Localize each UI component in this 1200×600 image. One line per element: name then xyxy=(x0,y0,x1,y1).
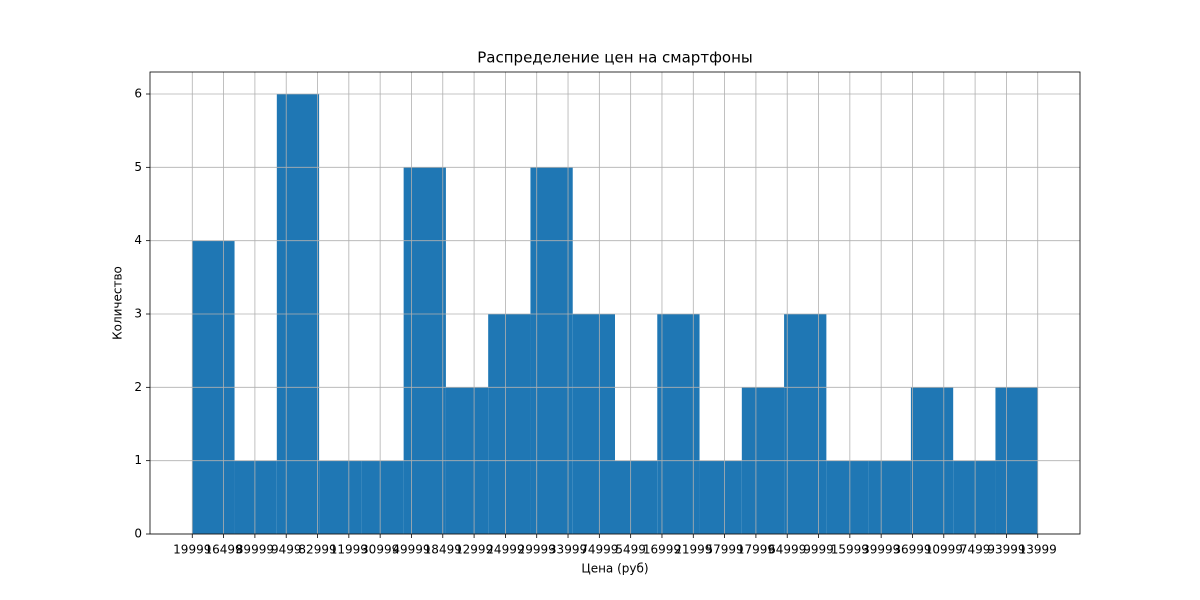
x-tick-label: 64999 xyxy=(768,543,806,557)
chart-title: Распределение цен на смартфоны xyxy=(477,49,752,67)
plot-frame xyxy=(149,71,1081,535)
bar xyxy=(826,460,869,534)
y-tick-label: 4 xyxy=(134,233,142,247)
x-tick-label: 5499 xyxy=(615,543,646,557)
bar xyxy=(784,314,827,534)
x-tick-label: 89999 xyxy=(236,543,274,557)
x-tick-label: 15999 xyxy=(831,543,869,557)
x-tick-label: 13999 xyxy=(1019,543,1057,557)
bar xyxy=(488,314,531,534)
y-tick-label: 2 xyxy=(134,380,142,394)
x-tick-label: 93999 xyxy=(987,543,1025,557)
x-tick-label: 16499 xyxy=(204,543,242,557)
x-tick-label: 12999 xyxy=(455,543,493,557)
x-tick-label: 18499 xyxy=(424,543,462,557)
y-tick-label: 6 xyxy=(134,87,142,101)
x-tick-label: 16999 xyxy=(643,543,681,557)
x-tick-label: 21999 xyxy=(674,543,712,557)
x-tick-label: 17999 xyxy=(737,543,775,557)
x-tick-label: 9499 xyxy=(271,543,302,557)
bar xyxy=(657,314,700,534)
bar xyxy=(530,167,573,535)
bar xyxy=(234,460,277,534)
x-tick-label: 33999 xyxy=(549,543,587,557)
x-tick-label: 30999 xyxy=(361,543,399,557)
x-tick-label: 82999 xyxy=(298,543,336,557)
x-tick-label: 57999 xyxy=(706,543,744,557)
x-tick-label: 9999 xyxy=(803,543,834,557)
x-tick-label: 29999 xyxy=(518,543,556,557)
x-tick-label: 19999 xyxy=(173,543,211,557)
x-tick-label: 7499 xyxy=(960,543,991,557)
x-tick-label: 39999 xyxy=(862,543,900,557)
bar xyxy=(615,460,658,534)
bar xyxy=(572,314,615,534)
x-tick-label: 36999 xyxy=(893,543,931,557)
bar xyxy=(361,460,404,534)
y-tick-label: 0 xyxy=(134,527,142,541)
bar xyxy=(868,460,911,534)
y-tick-label: 5 xyxy=(134,160,142,174)
y-tick-label: 3 xyxy=(134,307,142,321)
x-tick-label: 10999 xyxy=(925,543,963,557)
x-tick-label: 49999 xyxy=(392,543,430,557)
x-tick-label: 11999 xyxy=(330,543,368,557)
x-tick-label: 24999 xyxy=(486,543,524,557)
x-axis-label: Цена (руб) xyxy=(581,562,648,576)
bar xyxy=(953,460,996,534)
y-axis-label: Количество xyxy=(111,266,125,340)
bar xyxy=(319,460,362,534)
y-tick-label: 1 xyxy=(134,453,142,467)
bar xyxy=(403,167,446,535)
bar xyxy=(699,460,742,534)
x-tick-label: 74999 xyxy=(580,543,618,557)
